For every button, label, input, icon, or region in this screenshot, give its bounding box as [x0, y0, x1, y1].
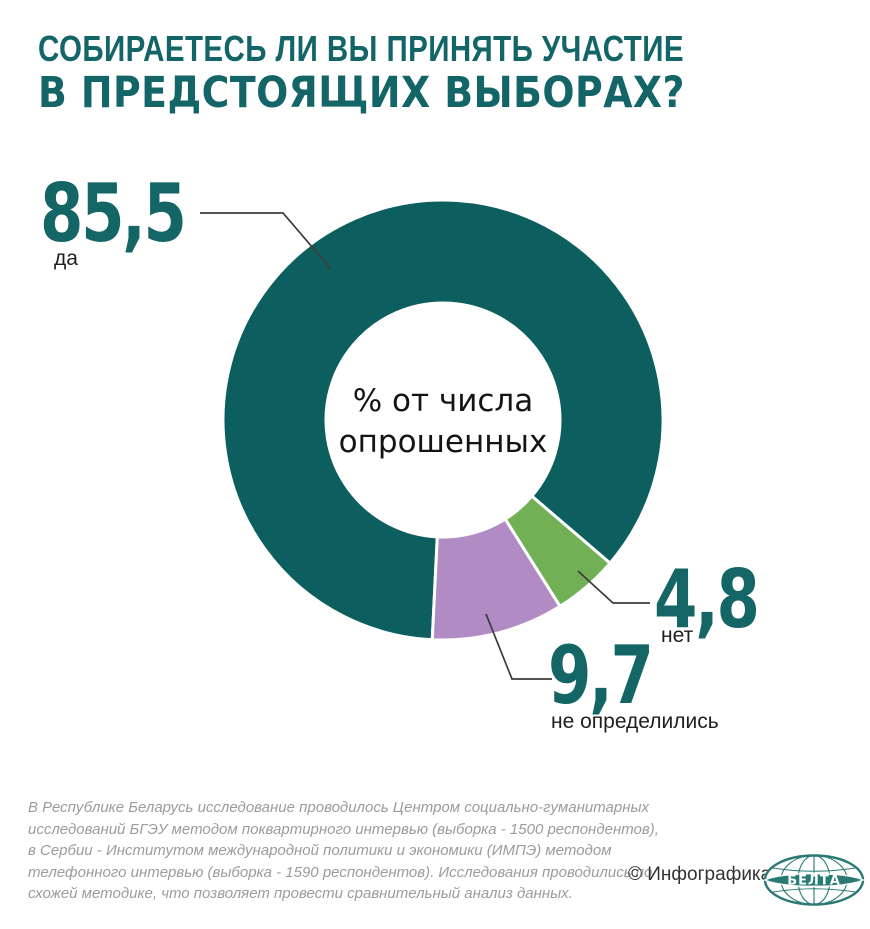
callout-line-yes: [200, 212, 332, 270]
footnote-line: В Республике Беларусь исследование прово…: [28, 799, 649, 816]
belta-logo: БЕЛТА: [763, 854, 865, 906]
donut-slices-group: [221, 198, 665, 642]
donut-slice-да: [221, 198, 665, 642]
logo-band: [763, 872, 865, 888]
page-title-line-2: В ПРЕДСТОЯЩИХ ВЫБОРАХ?: [38, 68, 685, 118]
value-yes: 85,5: [40, 167, 187, 260]
footnote-line: в Сербии - Институтом международной поли…: [28, 842, 612, 859]
page-title-line-1: СОБИРАЕТЕСЬ ЛИ ВЫ ПРИНЯТЬ УЧАСТИЕ: [38, 28, 684, 69]
label-undecided: не определились: [551, 710, 719, 733]
label-no: нет: [661, 624, 694, 647]
footnote-line: исследований БГЭУ методом поквартирного …: [28, 820, 659, 838]
donut-center-label-line-1: % от числа: [352, 383, 534, 419]
callout-line-no: [577, 570, 650, 604]
donut-center-label-line-2: опрошенных: [338, 424, 548, 460]
value-no: 4,8: [654, 553, 760, 646]
logo-text: БЕЛТА: [787, 874, 841, 889]
value-undecided: 9,7: [548, 629, 654, 722]
donut-slice-не определились: [430, 517, 562, 642]
copyright-text: © Инфографика: [628, 864, 772, 885]
footnote-line: телефонного интервью (выборка - 1590 рес…: [28, 863, 653, 881]
donut-center-label: % от числа опрошенных: [293, 381, 593, 463]
label-yes: да: [54, 247, 78, 270]
methodology-note: В Республике Беларусь исследование прово…: [28, 797, 659, 905]
callout-line-undecided: [485, 613, 552, 680]
footnote-line: схожей методике, что позволяет провести …: [28, 885, 573, 902]
